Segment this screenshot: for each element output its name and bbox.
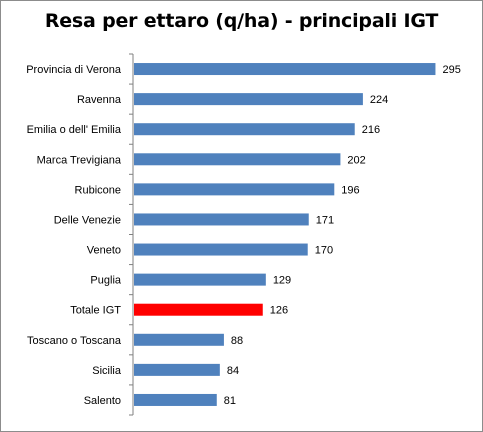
category-label: Ravenna — [77, 94, 122, 106]
value-label: 88 — [231, 335, 243, 347]
category-label: Delle Venezie — [54, 214, 121, 226]
category-label: Rubicone — [75, 184, 121, 196]
value-label: 171 — [316, 214, 334, 226]
bar — [134, 123, 355, 136]
bar-highlight — [134, 303, 263, 316]
bar — [134, 183, 335, 196]
value-label: 126 — [270, 305, 288, 317]
category-label: Toscano o Toscana — [27, 335, 122, 347]
category-label: Emilia o dell' Emilia — [27, 124, 122, 136]
bar — [134, 93, 363, 106]
category-label: Provincia di Verona — [26, 64, 122, 76]
bar — [134, 273, 266, 286]
bar — [134, 63, 436, 76]
bar — [134, 243, 308, 256]
value-label: 224 — [370, 94, 388, 106]
chart-title: Resa per ettaro (q/ha) - principali IGT — [44, 10, 439, 32]
category-label: Salento — [84, 395, 121, 407]
value-label: 81 — [224, 395, 236, 407]
bar — [134, 363, 220, 376]
value-label: 196 — [341, 184, 359, 196]
value-label: 295 — [442, 64, 460, 76]
value-label: 216 — [362, 124, 380, 136]
category-label: Veneto — [87, 245, 121, 257]
category-label: Sicilia — [92, 365, 122, 377]
category-label: Totale IGT — [70, 305, 121, 317]
bar — [134, 393, 217, 406]
value-label: 129 — [273, 275, 291, 287]
value-label: 84 — [227, 365, 239, 377]
value-label: 170 — [315, 245, 333, 257]
bar — [134, 333, 224, 346]
bar — [134, 213, 309, 226]
bar — [134, 153, 341, 166]
value-label: 202 — [347, 154, 365, 166]
category-label: Marca Trevigiana — [37, 154, 122, 166]
category-label: Puglia — [90, 275, 121, 287]
